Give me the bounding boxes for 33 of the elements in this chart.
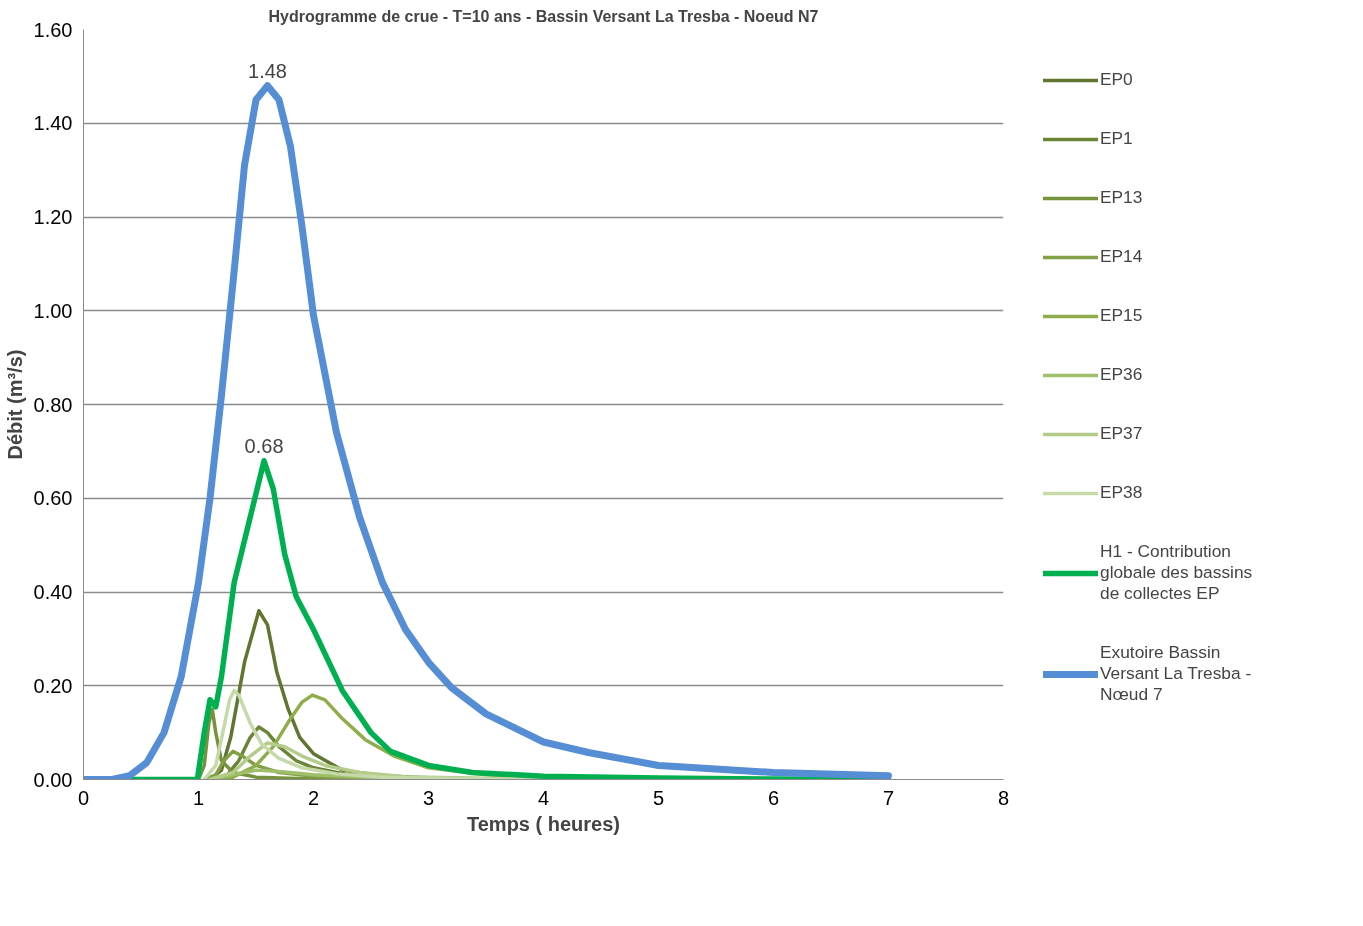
x-axis-title: Temps ( heures) bbox=[467, 812, 620, 835]
legend-label: EP1 bbox=[1100, 128, 1133, 149]
legend-label: H1 - Contribution globale des bassins de collectes EP bbox=[1100, 541, 1253, 604]
legend-label: EP36 bbox=[1100, 364, 1143, 385]
x-tick-label: 6 bbox=[767, 786, 780, 809]
annotation: 0.68 bbox=[244, 434, 284, 457]
legend-label: EP15 bbox=[1100, 305, 1143, 326]
y-tick-label: 0.40 bbox=[33, 581, 73, 603]
annotation: 1.48 bbox=[248, 59, 287, 82]
y-tick-label: 0.20 bbox=[33, 674, 73, 697]
x-tick-label: 5 bbox=[652, 786, 665, 809]
y-tick-label: 0.60 bbox=[33, 487, 73, 510]
x-tick-label: 7 bbox=[882, 786, 895, 809]
x-tick-label: 3 bbox=[422, 786, 435, 809]
legend-label: EP14 bbox=[1100, 246, 1143, 267]
legend-label: EP37 bbox=[1100, 423, 1143, 444]
y-tick-label: 1.60 bbox=[33, 18, 73, 41]
chart-title: Hydrogramme de crue - T=10 ans - Bassin Versant La Tresba - Noeud N7 bbox=[268, 7, 819, 25]
x-tick-label: 0 bbox=[77, 786, 90, 809]
y-tick-label: 1.20 bbox=[33, 206, 73, 228]
y-tick-label: 0.00 bbox=[33, 768, 73, 791]
x-tick-label: 8 bbox=[997, 786, 1010, 809]
legend-label: EP13 bbox=[1100, 187, 1143, 208]
legend-label: EP0 bbox=[1100, 69, 1133, 90]
x-tick-label: 1 bbox=[192, 786, 205, 809]
y-axis-title: Débit (m³/s) bbox=[3, 349, 26, 460]
y-tick-label: 1.40 bbox=[33, 112, 73, 135]
legend-label: EP38 bbox=[1100, 482, 1143, 503]
x-tick-label: 4 bbox=[537, 786, 550, 809]
legend-label: Exutoire Bassin Versant La Tresba - Nœud 7 bbox=[1100, 642, 1252, 705]
y-tick-label: 0.80 bbox=[33, 393, 73, 416]
y-tick-label: 1.00 bbox=[33, 299, 73, 322]
x-tick-label: 2 bbox=[307, 786, 320, 809]
